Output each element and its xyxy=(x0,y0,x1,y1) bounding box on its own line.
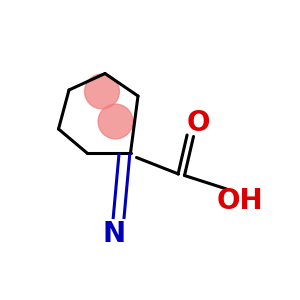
Text: O: O xyxy=(186,109,210,137)
Circle shape xyxy=(98,104,133,139)
Circle shape xyxy=(85,74,119,109)
Text: N: N xyxy=(102,220,126,248)
Text: OH: OH xyxy=(217,187,263,215)
